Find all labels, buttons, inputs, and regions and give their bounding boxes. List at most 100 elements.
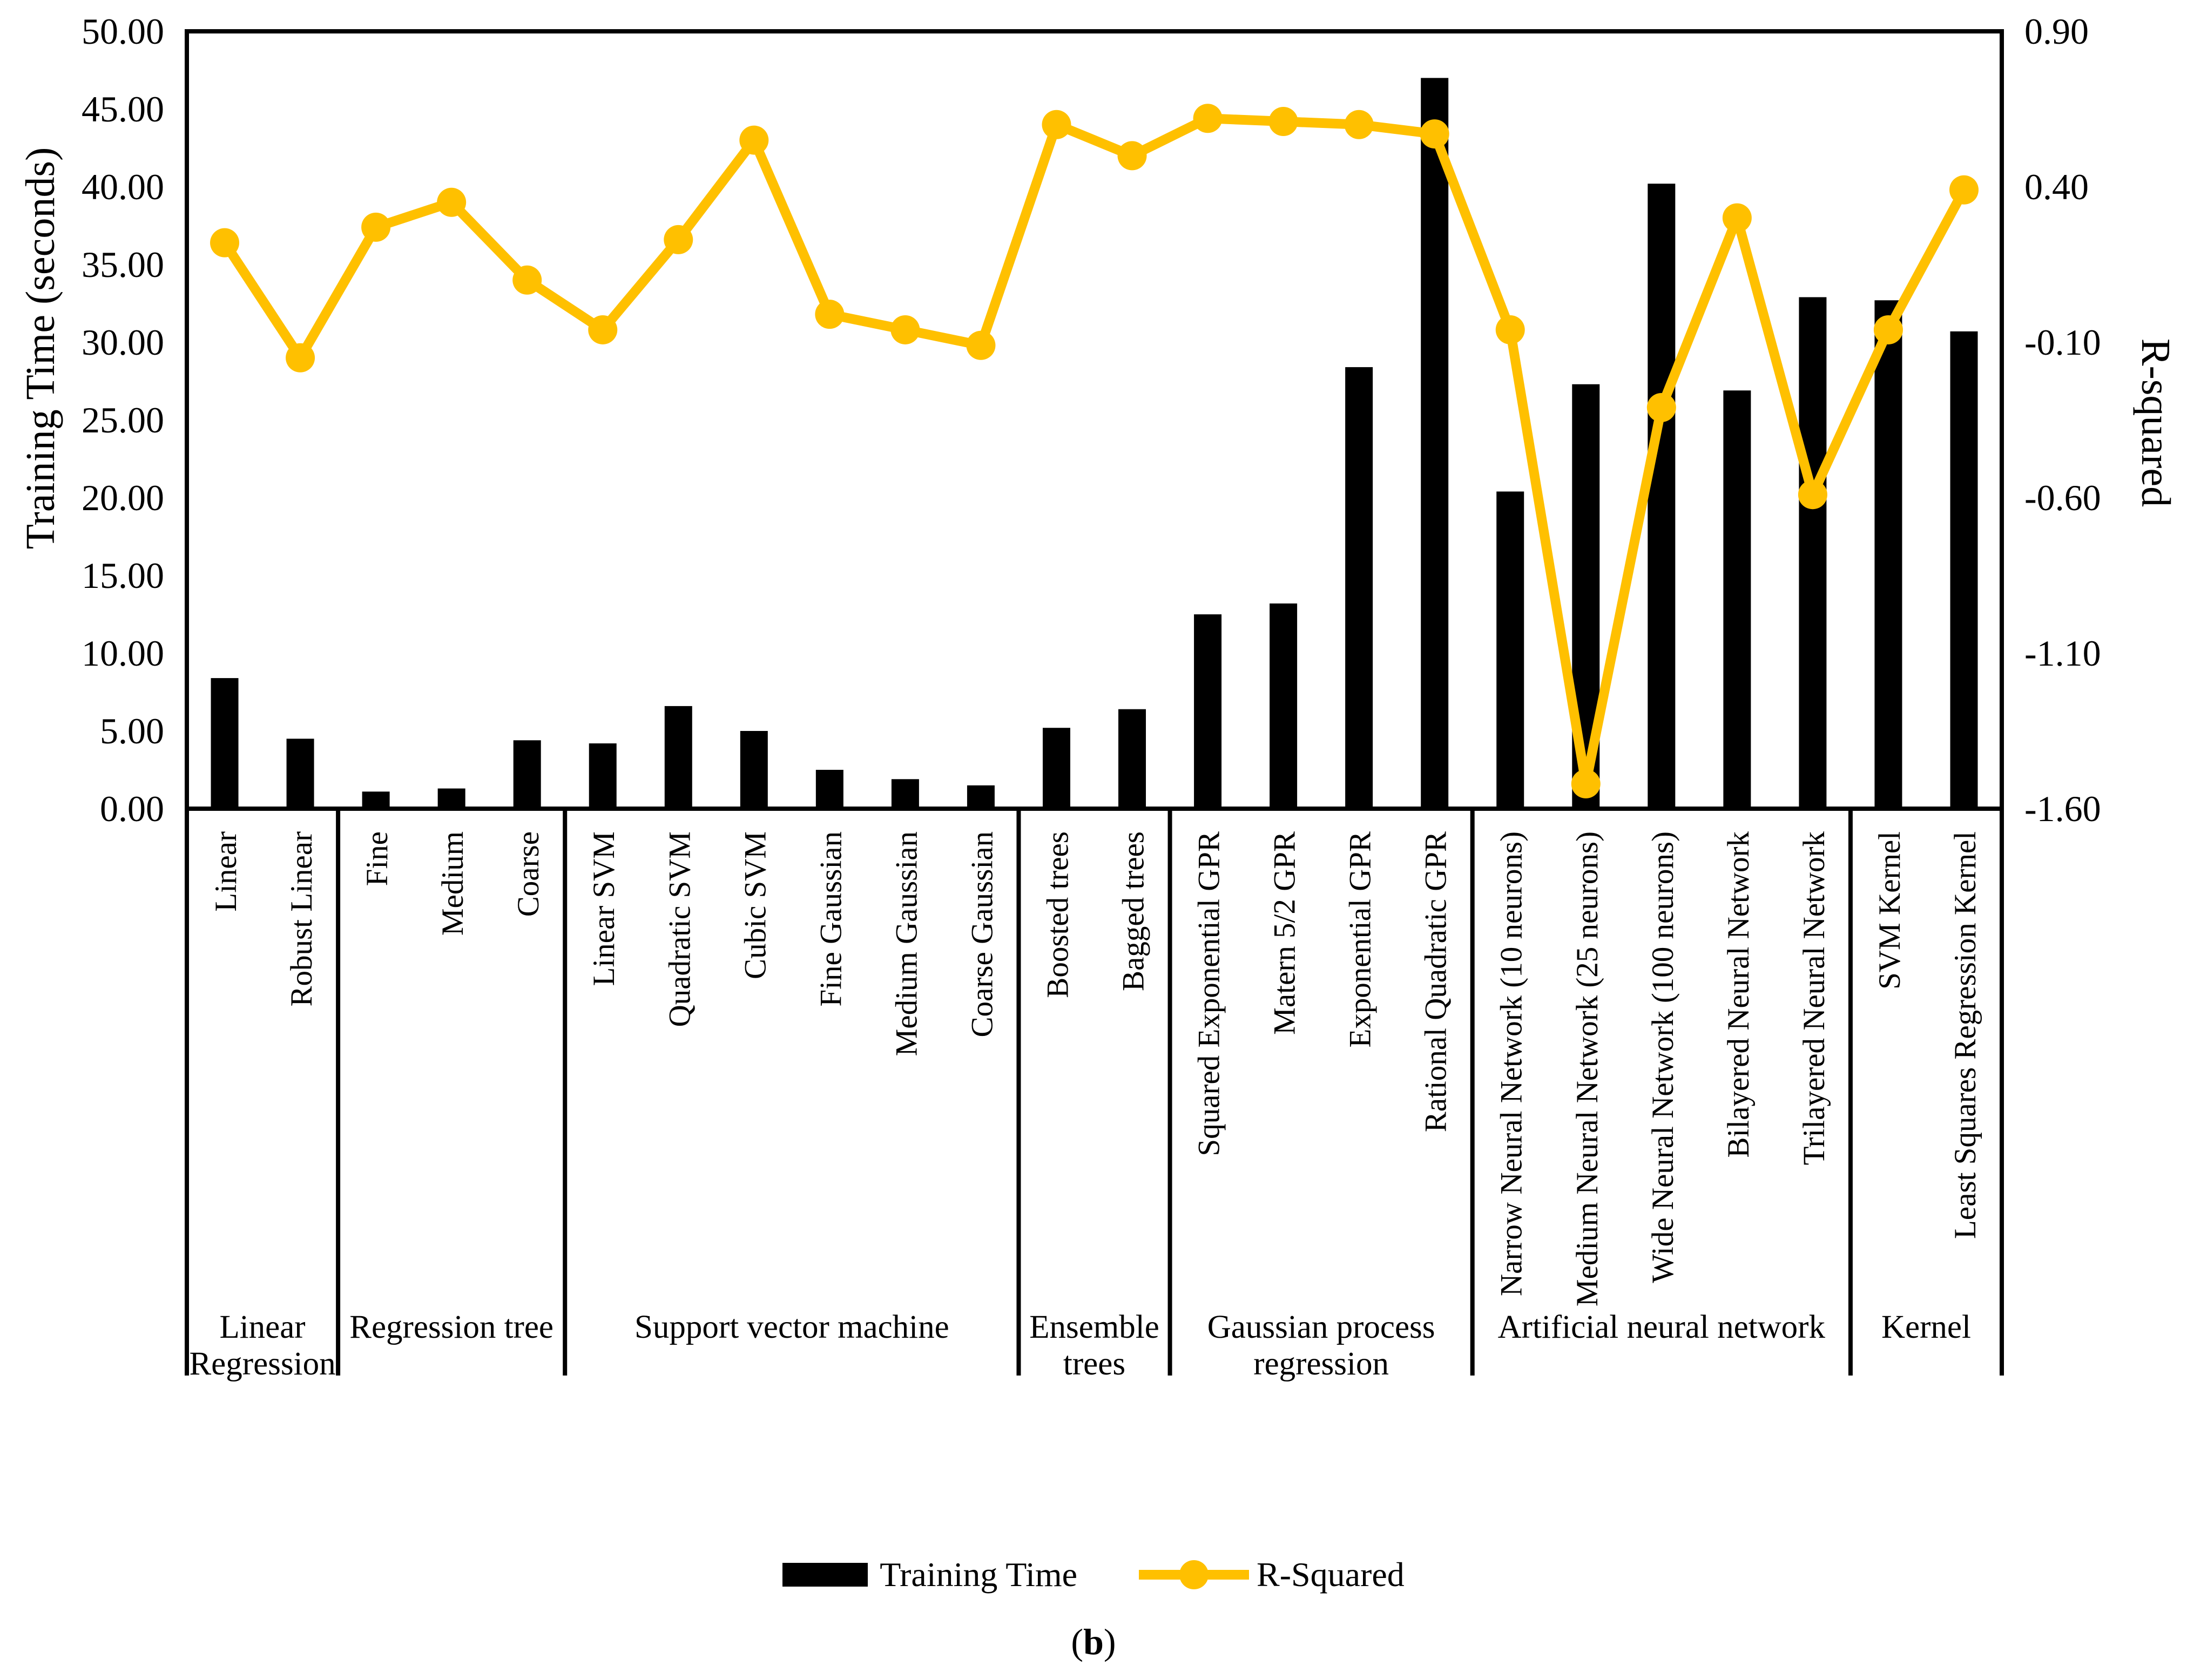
r-squared-marker [1344, 110, 1374, 139]
r-squared-marker [588, 315, 618, 344]
bar [1194, 614, 1222, 809]
right-axis-tick-label: 0.40 [2024, 166, 2089, 207]
r-squared-marker [437, 187, 467, 217]
x-axis-label: Bilayered Neural Network [1722, 831, 1756, 1158]
bar [891, 779, 919, 809]
r-squared-marker [664, 225, 693, 254]
bar [437, 788, 465, 809]
bar [1950, 331, 1978, 809]
left-axis-tick-label: 40.00 [82, 166, 164, 207]
x-axis-label: Narrow Neural Network (10 neurons) [1495, 831, 1529, 1296]
bar [815, 770, 843, 809]
x-axis-label: Fine Gaussian [814, 831, 848, 1007]
left-axis-tick-label: 25.00 [82, 399, 164, 441]
x-axis-label: Matern 5/2 GPR [1268, 831, 1302, 1035]
r-squared-marker [1193, 104, 1223, 133]
right-axis-tick-label: 0.90 [2024, 11, 2089, 52]
x-axis-label: Squared Exponential GPR [1192, 831, 1226, 1156]
r-squared-marker [1117, 141, 1147, 171]
right-axis-tick-label: -0.60 [2024, 477, 2101, 518]
caption-close: ) [1103, 1621, 1116, 1662]
right-axis-tick-label: -1.10 [2024, 633, 2101, 674]
caption-open: ( [1071, 1621, 1084, 1662]
plot-frame [185, 29, 2004, 811]
bar [362, 791, 390, 809]
bar [1345, 367, 1373, 809]
x-axis-label: Wide Neural Network (100 neurons) [1646, 831, 1680, 1283]
group-label: Support vector machine [634, 1309, 949, 1345]
bar [1421, 78, 1449, 809]
bar [664, 706, 692, 809]
r-squared-marker [361, 212, 391, 242]
r-squared-marker [1873, 315, 1903, 344]
x-axis-label: Medium Neural Network (25 neurons) [1570, 831, 1604, 1306]
bar [1648, 184, 1676, 809]
group-label: Linear [219, 1309, 305, 1345]
left-axis-tick-label: 0.00 [100, 788, 164, 829]
x-axis-label: Exponential GPR [1344, 831, 1378, 1048]
x-axis-label: Trilayered Neural Network [1797, 831, 1831, 1166]
training-time-legend-swatch [782, 1563, 868, 1587]
left-axis-tick-label: 20.00 [82, 477, 164, 518]
x-axis-label: Coarse [511, 831, 545, 917]
group-label: trees [1063, 1346, 1125, 1382]
figure-caption: (b) [0, 1621, 2187, 1663]
x-axis-label: Cubic SVM [738, 831, 772, 979]
r-squared-line [220, 113, 1969, 789]
r-squared-marker [1268, 107, 1298, 137]
r-squared-marker [1798, 480, 1827, 510]
group-label: Regression tree [349, 1309, 554, 1345]
r-squared-marker [1042, 110, 1071, 139]
x-axis-label: Linear [209, 831, 243, 912]
x-axis-label: Medium [436, 831, 470, 936]
bar [513, 740, 541, 809]
r-squared-marker [739, 125, 769, 155]
group-label: Artificial neural network [1498, 1309, 1826, 1345]
right-axis-tick-label: -0.10 [2024, 322, 2101, 363]
left-axis-tick-label: 35.00 [82, 244, 164, 285]
x-axis-label: Fine [360, 831, 394, 886]
x-axis-label: Least Squares Regression Kernel [1948, 831, 1982, 1239]
bar [211, 678, 239, 809]
bar [1118, 709, 1146, 809]
group-label: Ensemble [1029, 1309, 1159, 1345]
legend-label-training-time: Training Time [880, 1555, 1078, 1594]
group-label: regression [1253, 1346, 1389, 1382]
legend-label-r-squared: R-Squared [1257, 1555, 1405, 1594]
r-squared-marker [1420, 119, 1449, 149]
left-axis-tick-label: 45.00 [82, 89, 164, 130]
r-squared-marker [1571, 769, 1601, 798]
x-axis-label: SVM Kernel [1873, 831, 1907, 990]
group-label: Kernel [1881, 1309, 1971, 1345]
r-squared-marker [210, 228, 240, 258]
bar [740, 731, 768, 809]
x-axis-label: Linear SVM [587, 831, 621, 986]
r-squared-marker [1949, 175, 1979, 205]
bar [589, 743, 617, 809]
right-axis-tick-label: -1.60 [2024, 788, 2101, 829]
r-squared-marker [1495, 315, 1525, 344]
bar [286, 739, 314, 809]
r-squared-marker [1722, 203, 1752, 233]
bar [967, 785, 995, 809]
x-axis-label: Medium Gaussian [889, 831, 923, 1056]
r-squared-marker [815, 300, 845, 329]
left-axis-tick-label: 30.00 [82, 322, 164, 363]
group-label: Gaussian process [1207, 1309, 1435, 1345]
left-axis-tick-label: 15.00 [82, 555, 164, 596]
right-axis-title: R-squared [2133, 338, 2178, 507]
x-axis-label: Coarse Gaussian [965, 831, 999, 1038]
x-axis-label: Quadratic SVM [663, 831, 697, 1027]
left-axis-tick-label: 50.00 [82, 11, 164, 52]
x-axis-label: Bagged trees [1117, 831, 1151, 991]
legend: Training Time R-Squared [0, 1550, 2187, 1599]
left-axis-tick-label: 10.00 [82, 633, 164, 674]
x-axis-label: Robust Linear [285, 831, 319, 1007]
r-squared-legend-marker [1139, 1560, 1250, 1589]
x-axis-label: Rational Quadratic GPR [1419, 831, 1453, 1132]
r-squared-marker [286, 343, 315, 372]
bar [1042, 728, 1070, 809]
r-squared-marker [512, 265, 542, 295]
